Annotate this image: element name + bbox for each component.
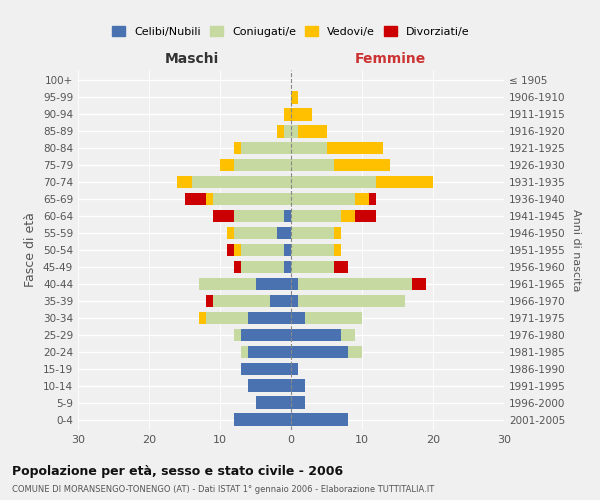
Bar [178, 176, 191, 188]
Bar [234, 142, 241, 154]
Bar [241, 260, 284, 274]
Text: Maschi: Maschi [164, 52, 219, 66]
Bar [227, 226, 234, 239]
Bar [334, 244, 341, 256]
Bar [376, 176, 433, 188]
Bar [234, 414, 291, 426]
Bar [241, 362, 291, 375]
Bar [284, 125, 291, 138]
Bar [291, 312, 305, 324]
Bar [199, 278, 256, 290]
Y-axis label: Anni di nascita: Anni di nascita [571, 209, 581, 291]
Bar [234, 260, 241, 274]
Bar [291, 210, 341, 222]
Bar [227, 244, 234, 256]
Bar [291, 142, 326, 154]
Bar [291, 346, 348, 358]
Bar [277, 125, 284, 138]
Bar [298, 125, 326, 138]
Bar [291, 192, 355, 205]
Bar [291, 396, 305, 409]
Bar [284, 210, 291, 222]
Bar [241, 328, 291, 342]
Bar [206, 312, 248, 324]
Bar [270, 294, 291, 308]
Bar [284, 108, 291, 120]
Bar [206, 294, 213, 308]
Bar [220, 158, 234, 172]
Bar [284, 244, 291, 256]
Bar [213, 192, 291, 205]
Bar [199, 312, 206, 324]
Legend: Celibi/Nubili, Coniugati/e, Vedovi/e, Divorziati/e: Celibi/Nubili, Coniugati/e, Vedovi/e, Di… [108, 22, 474, 41]
Bar [191, 176, 291, 188]
Bar [291, 380, 305, 392]
Bar [348, 346, 362, 358]
Bar [234, 226, 277, 239]
Bar [298, 294, 404, 308]
Bar [334, 260, 348, 274]
Bar [248, 380, 291, 392]
Bar [291, 226, 334, 239]
Bar [291, 260, 334, 274]
Bar [185, 192, 206, 205]
Bar [291, 91, 298, 104]
Bar [213, 210, 234, 222]
Text: COMUNE DI MORANSENGO-TONENGO (AT) - Dati ISTAT 1° gennaio 2006 - Elaborazione TU: COMUNE DI MORANSENGO-TONENGO (AT) - Dati… [12, 485, 434, 494]
Bar [298, 278, 412, 290]
Bar [291, 414, 348, 426]
Bar [355, 210, 376, 222]
Bar [291, 278, 298, 290]
Bar [291, 244, 334, 256]
Bar [355, 192, 369, 205]
Bar [241, 244, 284, 256]
Text: Popolazione per età, sesso e stato civile - 2006: Popolazione per età, sesso e stato civil… [12, 465, 343, 478]
Bar [284, 260, 291, 274]
Bar [341, 328, 355, 342]
Bar [291, 108, 313, 120]
Bar [248, 346, 291, 358]
Bar [206, 192, 213, 205]
Bar [241, 346, 248, 358]
Bar [256, 278, 291, 290]
Bar [234, 244, 241, 256]
Bar [291, 158, 334, 172]
Bar [256, 396, 291, 409]
Bar [341, 210, 355, 222]
Bar [412, 278, 426, 290]
Bar [334, 226, 341, 239]
Y-axis label: Fasce di età: Fasce di età [25, 212, 37, 288]
Bar [277, 226, 291, 239]
Bar [291, 328, 341, 342]
Bar [291, 176, 376, 188]
Bar [334, 158, 391, 172]
Bar [234, 328, 241, 342]
Bar [248, 312, 291, 324]
Bar [291, 125, 298, 138]
Bar [241, 142, 291, 154]
Bar [369, 192, 376, 205]
Bar [305, 312, 362, 324]
Bar [234, 158, 291, 172]
Text: Femmine: Femmine [355, 52, 426, 66]
Bar [291, 294, 298, 308]
Bar [291, 362, 298, 375]
Bar [213, 294, 270, 308]
Bar [326, 142, 383, 154]
Bar [234, 210, 284, 222]
